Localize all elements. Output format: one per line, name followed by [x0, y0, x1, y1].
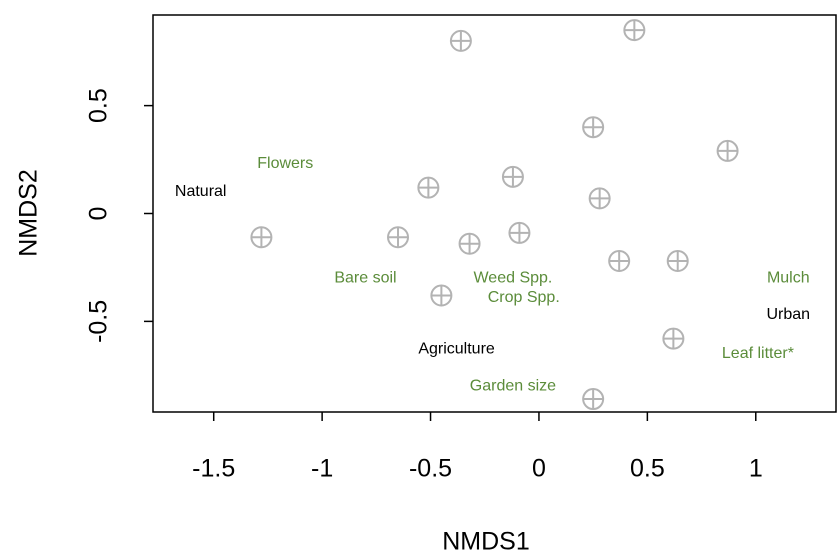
point — [250, 226, 273, 249]
point-cross — [502, 166, 523, 187]
point — [501, 165, 524, 188]
annotation: Urban — [767, 306, 811, 323]
point — [417, 176, 440, 199]
y-axis-label: NMDS2 — [15, 169, 43, 257]
y-tick-label: 0 — [85, 207, 113, 221]
annotation: Crop Spp. — [488, 289, 560, 306]
point — [430, 284, 453, 307]
point-cross — [717, 140, 738, 161]
point-cross — [583, 389, 604, 410]
point — [608, 249, 631, 272]
annotation: Weed Spp. — [473, 269, 552, 286]
point — [582, 388, 605, 411]
x-axis-label: NMDS1 — [442, 528, 530, 555]
x-tick-label: 1 — [749, 455, 763, 483]
point-cross — [624, 20, 645, 41]
annotation: Leaf litter* — [722, 345, 794, 362]
point-cross — [609, 250, 630, 271]
point-cross — [459, 233, 480, 254]
point-cross — [667, 250, 688, 271]
x-tick-label: -1 — [311, 455, 333, 483]
x-tick-label: -1.5 — [192, 455, 235, 483]
point — [662, 327, 685, 350]
point — [582, 116, 605, 139]
point — [508, 221, 531, 244]
x-tick-label: 0.5 — [630, 455, 665, 483]
annotation: Bare soil — [334, 269, 396, 286]
point — [458, 232, 481, 255]
point — [387, 226, 410, 249]
point-cross — [431, 285, 452, 306]
point-cross — [663, 328, 684, 349]
annotation: Flowers — [257, 155, 313, 172]
point-cross — [251, 227, 272, 248]
point-cross — [388, 227, 409, 248]
point — [666, 249, 689, 272]
annotation: Mulch — [767, 269, 810, 286]
y-tick-label: -0.5 — [85, 300, 113, 343]
point-cross — [589, 188, 610, 209]
point-cross — [418, 177, 439, 198]
annotation: Natural — [175, 183, 227, 200]
point — [623, 19, 646, 42]
annotation: Garden size — [470, 377, 556, 394]
x-tick-label: 0 — [532, 455, 546, 483]
point — [588, 187, 611, 210]
x-tick-label: -0.5 — [409, 455, 452, 483]
point — [449, 29, 472, 52]
y-tick-label: 0.5 — [85, 88, 113, 123]
point-cross — [450, 30, 471, 51]
point — [716, 139, 739, 162]
annotation: Agriculture — [418, 341, 495, 358]
point-cross — [509, 222, 530, 243]
point-cross — [583, 117, 604, 138]
